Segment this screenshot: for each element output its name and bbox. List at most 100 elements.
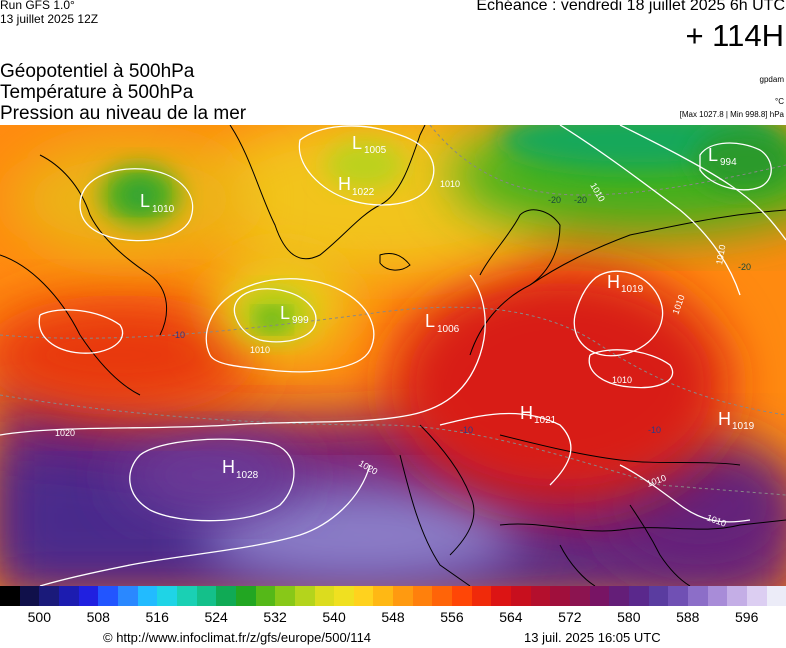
copyright: © http://www.infoclimat.fr/z/gfs/europe/… <box>103 630 372 645</box>
color-swatch <box>39 586 59 606</box>
color-swatch <box>727 586 747 606</box>
color-swatch <box>98 586 118 606</box>
isotherm-label: -10 <box>460 425 473 435</box>
center-value: 1010 <box>152 204 175 215</box>
isotherm-label: -20 <box>548 195 561 205</box>
center-value: 1019 <box>732 421 755 432</box>
isotherm-label: -20 <box>574 195 587 205</box>
isobar-label: 1010 <box>714 244 727 265</box>
color-swatch <box>530 586 551 606</box>
center-type: H <box>718 409 731 429</box>
isobar-label: 1010 <box>440 179 460 189</box>
center-type: L <box>708 145 718 165</box>
center-value: 1006 <box>437 324 460 335</box>
color-swatch <box>707 586 728 606</box>
color-swatch <box>235 586 256 606</box>
color-swatch <box>648 586 669 606</box>
center-value: 994 <box>720 157 737 168</box>
center-type: L <box>140 191 150 211</box>
color-swatch <box>176 586 197 606</box>
unit-temperature: °C <box>775 97 784 106</box>
isobar-label: 1020 <box>55 428 75 438</box>
center-value: 1021 <box>534 415 557 426</box>
center-type: L <box>280 303 290 323</box>
color-swatch <box>78 586 99 606</box>
color-scale-tick: 524 <box>204 609 228 625</box>
run-date: 13 juillet 2025 12Z <box>0 12 99 26</box>
isotherm-label: -10 <box>648 425 661 435</box>
isotherm-label: -20 <box>738 262 751 272</box>
pressure-center: L 1010 <box>140 191 175 215</box>
color-swatch <box>353 586 374 606</box>
color-swatch <box>629 586 649 606</box>
pressure-center: H 1019 <box>718 409 755 432</box>
color-swatch <box>314 586 335 606</box>
color-scale-tick: 588 <box>676 609 700 625</box>
pressure-center: H 1019 <box>607 272 644 295</box>
isotherm-labels: -20 -20 -20 -10 -10 -10 <box>172 195 751 435</box>
color-swatch <box>196 586 217 606</box>
isobar-label: 1010 <box>612 375 632 385</box>
color-scale-tick: 572 <box>558 609 582 625</box>
color-swatch <box>275 586 295 606</box>
center-type: L <box>425 311 435 331</box>
weather-map: L 1010 L 1005 H 1022 L 999 L 1006 H 1019 L 994 … <box>0 125 786 586</box>
color-swatch <box>589 586 610 606</box>
valid-time: Echéance : vendredi 18 juillet 2025 6h U… <box>476 0 785 14</box>
center-type: L <box>352 133 362 153</box>
color-swatch <box>0 586 20 606</box>
run-label: Run GFS 1.0° <box>0 0 75 12</box>
color-scale <box>0 586 786 606</box>
color-swatch <box>412 586 433 606</box>
color-swatch <box>452 586 472 606</box>
isobar-label: 1010 <box>250 345 270 355</box>
center-value: 1019 <box>621 284 644 295</box>
color-scale-tick: 596 <box>735 609 759 625</box>
color-swatch <box>746 586 767 606</box>
color-swatch <box>570 586 590 606</box>
color-scale-tick: 548 <box>381 609 405 625</box>
color-scale-tick: 532 <box>263 609 287 625</box>
pressure-centers: L 1010 L 1005 H 1022 L 999 L 1006 H 1019 L 994 … <box>140 133 755 481</box>
color-swatch <box>393 586 413 606</box>
geopotential-field <box>0 125 786 586</box>
coastlines <box>0 125 786 586</box>
unit-pressure-range: [Max 1027.8 | Min 998.8] hPa <box>679 110 784 119</box>
color-scale-tick: 564 <box>499 609 523 625</box>
color-swatch <box>687 586 708 606</box>
color-swatch <box>511 586 531 606</box>
pressure-center: L 1005 <box>352 133 387 156</box>
color-scale-ticks: 5005085165245325405485565645725805885966… <box>0 609 786 629</box>
color-swatch <box>334 586 354 606</box>
color-swatch <box>58 586 79 606</box>
color-scale-tick: 516 <box>145 609 169 625</box>
color-swatch <box>19 586 40 606</box>
color-swatch <box>255 586 276 606</box>
color-swatch <box>117 586 138 606</box>
color-swatch <box>668 586 688 606</box>
lead-time: + 114H <box>685 18 784 53</box>
field-geopotential-title: Géopotentiel à 500hPa <box>0 61 195 82</box>
color-scale-tick: 556 <box>440 609 464 625</box>
center-type: H <box>520 403 533 423</box>
field-pressure-title: Pression au niveau de la mer <box>0 103 247 124</box>
pressure-center: H 1022 <box>338 174 375 198</box>
isotherms <box>0 125 786 496</box>
unit-geopotential: gpdam <box>759 75 784 84</box>
pressure-center: L 1006 <box>425 311 460 335</box>
color-swatch <box>157 586 177 606</box>
generated-time: 13 juil. 2025 16:05 UTC <box>524 630 661 645</box>
color-scale-tick: 500 <box>27 609 51 625</box>
color-swatch <box>471 586 492 606</box>
color-swatch <box>294 586 315 606</box>
pressure-center: L 994 <box>708 145 737 168</box>
pressure-center: H 1028 <box>222 457 259 481</box>
color-swatch <box>550 586 571 606</box>
pressure-center: L 999 <box>280 303 309 326</box>
center-value: 1005 <box>364 145 387 156</box>
color-scale-tick: 508 <box>86 609 110 625</box>
center-value: 1028 <box>236 470 259 481</box>
pressure-center: H 1021 <box>520 403 557 426</box>
color-swatch <box>609 586 629 606</box>
color-swatch <box>137 586 158 606</box>
